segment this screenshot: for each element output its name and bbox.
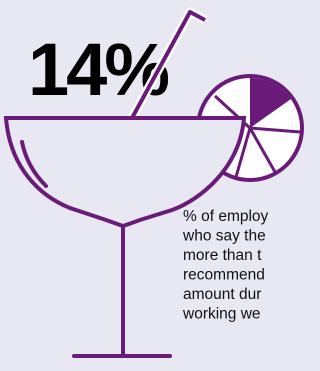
caption-line: more than t — [183, 247, 262, 264]
caption-line: % of employ — [183, 208, 269, 225]
caption-line: amount dur — [183, 286, 261, 303]
page: {"headline": "14%", "caption": ["% of em… — [0, 0, 311, 371]
caption-line: working we — [182, 306, 261, 323]
caption-line: recommend — [183, 267, 265, 284]
caption-line: who say the — [182, 228, 266, 245]
